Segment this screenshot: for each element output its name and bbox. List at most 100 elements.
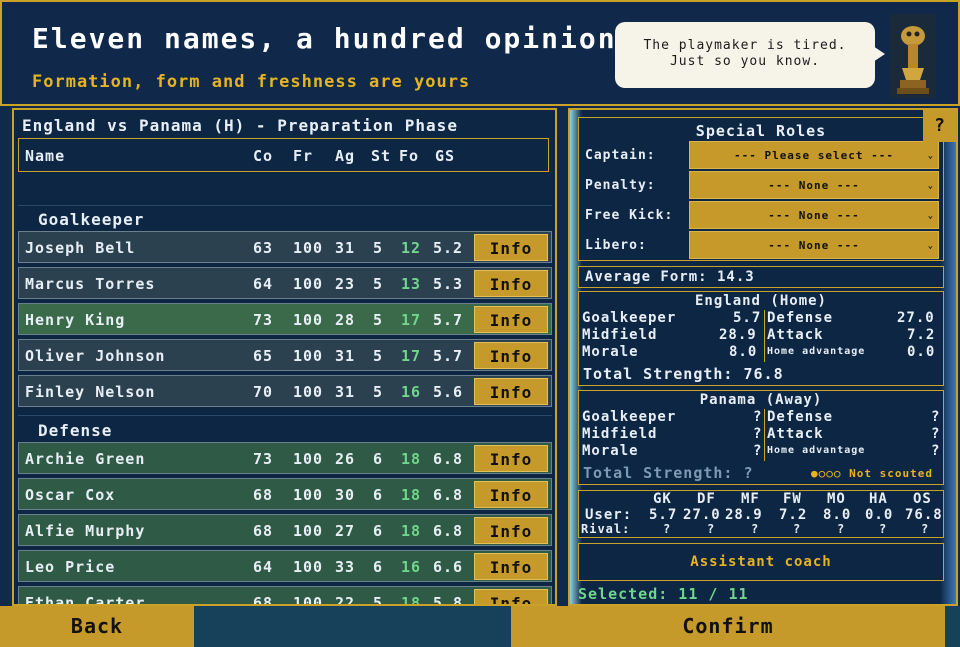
away-title: Panama (Away) bbox=[699, 392, 823, 408]
cmp-mo: MO bbox=[827, 491, 846, 507]
away-df-value: ? bbox=[931, 409, 941, 425]
chevron-down-icon: ⌄ bbox=[927, 241, 934, 251]
away-ha-value: ? bbox=[931, 443, 941, 459]
home-mo-label: Morale bbox=[582, 344, 639, 360]
player-co: 64 bbox=[253, 558, 274, 576]
divider bbox=[764, 310, 765, 362]
info-button[interactable]: Info bbox=[474, 342, 548, 369]
captain-select[interactable]: --- Please select --- ⌄ bbox=[689, 141, 939, 169]
player-co: 70 bbox=[253, 383, 274, 401]
player-gs: 6.8 bbox=[433, 486, 464, 504]
column-header: Name Co Fr Ag St Fo GS bbox=[18, 138, 549, 172]
player-fo: 17 bbox=[401, 311, 422, 329]
player-name: Archie Green bbox=[25, 450, 146, 468]
cmp-mf: MF bbox=[741, 491, 760, 507]
player-gs: 6.6 bbox=[433, 558, 464, 576]
cmp-rival-gk: ? bbox=[663, 522, 672, 536]
cmp-gk: GK bbox=[653, 491, 672, 507]
player-name: Marcus Torres bbox=[25, 275, 156, 293]
player-fr: 100 bbox=[293, 383, 324, 401]
libero-select[interactable]: --- None --- ⌄ bbox=[689, 231, 939, 259]
home-fw-value: 7.2 bbox=[907, 327, 936, 343]
table-row[interactable]: Alfie Murphy 68 100 27 6 18 6.8 Info bbox=[18, 514, 552, 546]
player-co: 68 bbox=[253, 486, 274, 504]
player-name: Alfie Murphy bbox=[25, 522, 146, 540]
info-button[interactable]: Info bbox=[474, 481, 548, 508]
cmp-user-label: User: bbox=[585, 507, 633, 523]
away-total: Total Strength: ? bbox=[583, 464, 754, 482]
scout-status: ●○○○ Not scouted bbox=[811, 467, 933, 480]
captain-value: --- Please select --- bbox=[733, 149, 895, 162]
speech-line-2: Just so you know. bbox=[669, 54, 821, 69]
player-ag: 26 bbox=[335, 450, 356, 468]
table-row[interactable]: Oscar Cox 68 100 30 6 18 6.8 Info bbox=[18, 478, 552, 510]
table-row[interactable]: Marcus Torres 64 100 23 5 13 5.3 Info bbox=[18, 267, 552, 299]
table-row[interactable]: Ethan Carter 68 100 22 5 18 5.8 Info bbox=[18, 586, 552, 606]
table-row[interactable]: Archie Green 73 100 26 6 18 6.8 Info bbox=[18, 442, 552, 474]
back-button[interactable]: Back bbox=[0, 606, 194, 647]
cmp-rival-mf: ? bbox=[751, 522, 760, 536]
player-fr: 100 bbox=[293, 594, 324, 606]
section-goalkeeper: Goalkeeper bbox=[38, 210, 145, 229]
home-df-value: 27.0 bbox=[897, 310, 935, 326]
col-co: Co bbox=[253, 147, 274, 165]
info-button[interactable]: Info bbox=[474, 378, 548, 405]
player-fr: 100 bbox=[293, 558, 324, 576]
away-mo-value: ? bbox=[753, 443, 763, 459]
player-fo: 17 bbox=[401, 347, 422, 365]
table-row[interactable]: Joseph Bell 63 100 31 5 12 5.2 Info bbox=[18, 231, 552, 263]
player-name: Oscar Cox bbox=[25, 486, 116, 504]
player-st: 5 bbox=[373, 347, 384, 365]
player-st: 5 bbox=[373, 275, 384, 293]
player-fo: 18 bbox=[401, 486, 422, 504]
speech-bubble: The playmaker is tired. Just so you know… bbox=[615, 22, 885, 88]
player-gs: 5.2 bbox=[433, 239, 464, 257]
player-fo: 16 bbox=[401, 558, 422, 576]
player-fr: 100 bbox=[293, 486, 324, 504]
table-row[interactable]: Finley Nelson 70 100 31 5 16 5.6 Info bbox=[18, 375, 552, 407]
cmp-rival-label: Rival: bbox=[581, 522, 631, 536]
home-strength-box: England (Home) Goalkeeper 5.7 Defense 27… bbox=[578, 291, 944, 386]
home-mf-value: 28.9 bbox=[719, 327, 757, 343]
info-button[interactable]: Info bbox=[474, 306, 548, 333]
home-ha-label: Home advantage bbox=[767, 346, 866, 357]
confirm-button[interactable]: Confirm bbox=[511, 606, 945, 647]
libero-label: Libero: bbox=[585, 238, 647, 253]
away-mo-label: Morale bbox=[582, 443, 639, 459]
cmp-user-mo: 8.0 bbox=[823, 507, 852, 523]
penalty-label: Penalty: bbox=[585, 178, 656, 193]
player-ag: 33 bbox=[335, 558, 356, 576]
cmp-rival-os: ? bbox=[921, 522, 930, 536]
penalty-select[interactable]: --- None --- ⌄ bbox=[689, 171, 939, 199]
info-button[interactable]: Info bbox=[474, 517, 548, 544]
player-fo: 12 bbox=[401, 239, 422, 257]
cmp-df: DF bbox=[697, 491, 716, 507]
squad-panel: England vs Panama (H) - Preparation Phas… bbox=[12, 108, 557, 606]
free-kick-select[interactable]: --- None --- ⌄ bbox=[689, 201, 939, 229]
info-button[interactable]: Info bbox=[474, 270, 548, 297]
player-gs: 6.8 bbox=[433, 522, 464, 540]
player-co: 68 bbox=[253, 594, 274, 606]
info-button[interactable]: Info bbox=[474, 445, 548, 472]
player-gs: 5.3 bbox=[433, 275, 464, 293]
player-fr: 100 bbox=[293, 450, 324, 468]
table-row[interactable]: Leo Price 64 100 33 6 16 6.6 Info bbox=[18, 550, 552, 582]
match-title: England vs Panama (H) - Preparation Phas… bbox=[22, 116, 458, 135]
captain-label: Captain: bbox=[585, 148, 656, 163]
chevron-down-icon: ⌄ bbox=[927, 181, 934, 191]
away-strength-box: Panama (Away) Goalkeeper ? Defense ? Mid… bbox=[578, 390, 944, 485]
info-button[interactable]: Info bbox=[474, 234, 548, 261]
info-button[interactable]: Info bbox=[474, 589, 548, 604]
player-gs: 6.8 bbox=[433, 450, 464, 468]
info-button[interactable]: Info bbox=[474, 553, 548, 580]
player-fr: 100 bbox=[293, 522, 324, 540]
table-row[interactable]: Henry King 73 100 28 5 17 5.7 Info bbox=[18, 303, 552, 335]
selected-count: Selected: 11 / 11 bbox=[578, 585, 749, 603]
cmp-user-os: 76.8 bbox=[905, 507, 943, 523]
table-row[interactable]: Oliver Johnson 65 100 31 5 17 5.7 Info bbox=[18, 339, 552, 371]
help-button[interactable]: ? bbox=[923, 110, 957, 142]
player-co: 73 bbox=[253, 311, 274, 329]
away-gk-label: Goalkeeper bbox=[582, 409, 677, 425]
assistant-coach-button[interactable]: Assistant coach bbox=[578, 543, 944, 581]
player-ag: 23 bbox=[335, 275, 356, 293]
